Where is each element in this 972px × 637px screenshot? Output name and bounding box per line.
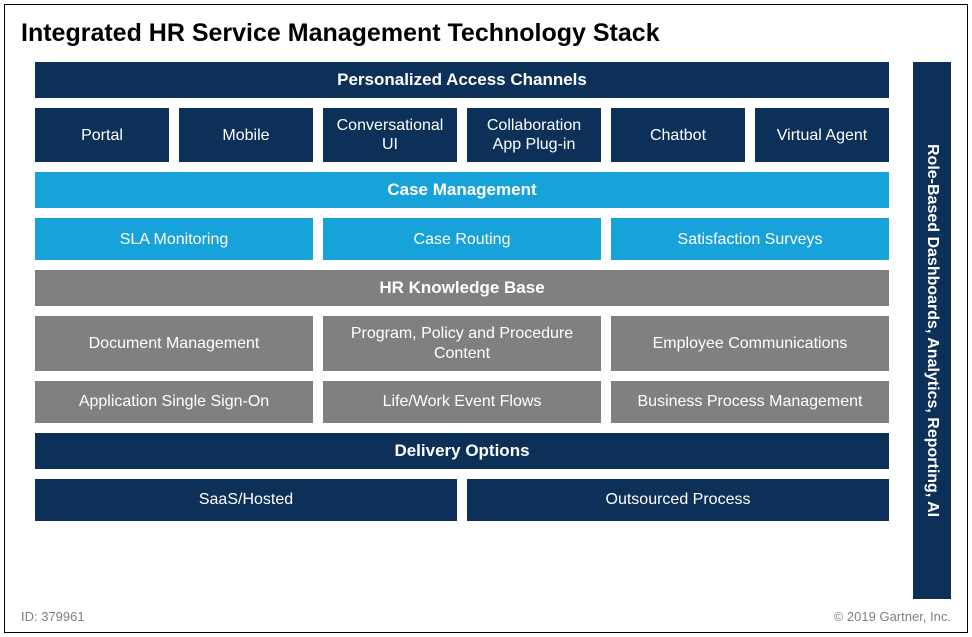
delivery-row: SaaS/Hosted Outsourced Process bbox=[35, 479, 889, 521]
footer-id: ID: 379961 bbox=[21, 609, 85, 624]
left-column: Personalized Access Channels Portal Mobi… bbox=[21, 62, 903, 599]
diagram-frame: Integrated HR Service Management Technol… bbox=[4, 4, 968, 633]
delivery-header: Delivery Options bbox=[35, 433, 889, 469]
delivery-outsourced: Outsourced Process bbox=[467, 479, 889, 521]
access-header: Personalized Access Channels bbox=[35, 62, 889, 98]
access-portal: Portal bbox=[35, 108, 169, 162]
kb-emp-comms: Employee Communications bbox=[611, 316, 889, 370]
kb-row-1: Document Management Program, Policy and … bbox=[35, 316, 889, 370]
kb-policy-content: Program, Policy and Procedure Content bbox=[323, 316, 601, 370]
footer: ID: 379961 © 2019 Gartner, Inc. bbox=[21, 609, 951, 624]
case-surveys: Satisfaction Surveys bbox=[611, 218, 889, 260]
case-row: SLA Monitoring Case Routing Satisfaction… bbox=[35, 218, 889, 260]
case-routing: Case Routing bbox=[323, 218, 601, 260]
delivery-saas: SaaS/Hosted bbox=[35, 479, 457, 521]
sidebar-vertical: Role-Based Dashboards, Analytics, Report… bbox=[913, 62, 951, 599]
kb-sso: Application Single Sign-On bbox=[35, 381, 313, 423]
kb-header: HR Knowledge Base bbox=[35, 270, 889, 306]
access-virtual-agent: Virtual Agent bbox=[755, 108, 889, 162]
kb-bpm: Business Process Management bbox=[611, 381, 889, 423]
page-title: Integrated HR Service Management Technol… bbox=[21, 19, 951, 48]
case-header: Case Management bbox=[35, 172, 889, 208]
access-row: Portal Mobile Conversational UI Collabor… bbox=[35, 108, 889, 162]
access-collab-plugin: Collaboration App Plug-in bbox=[467, 108, 601, 162]
case-sla: SLA Monitoring bbox=[35, 218, 313, 260]
kb-doc-mgmt: Document Management bbox=[35, 316, 313, 370]
access-chatbot: Chatbot bbox=[611, 108, 745, 162]
kb-row-2: Application Single Sign-On Life/Work Eve… bbox=[35, 381, 889, 423]
kb-event-flows: Life/Work Event Flows bbox=[323, 381, 601, 423]
access-mobile: Mobile bbox=[179, 108, 313, 162]
footer-copyright: © 2019 Gartner, Inc. bbox=[834, 609, 951, 624]
access-conversational-ui: Conversational UI bbox=[323, 108, 457, 162]
right-column: Role-Based Dashboards, Analytics, Report… bbox=[913, 62, 951, 599]
content-area: Personalized Access Channels Portal Mobi… bbox=[21, 62, 951, 599]
